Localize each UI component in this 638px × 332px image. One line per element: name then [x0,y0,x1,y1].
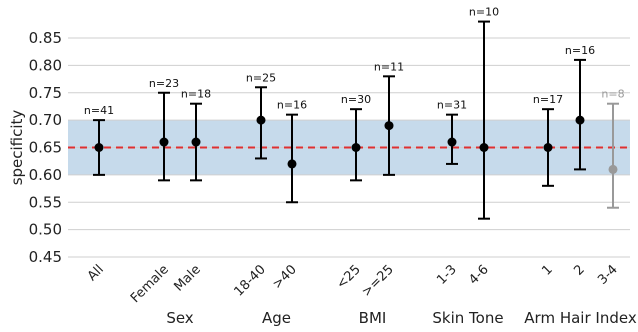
y-tick-label: 0.50 [29,221,62,239]
data-point [447,137,457,147]
x-category-label: 3-4 [595,262,621,288]
error-bar-point-1: n=17 [533,93,563,187]
error-bar-marks: n=41 n=23n=18 n=25 n=16 n=30 n=11 n=31 n=10 n=17… [84,6,625,220]
n-label: n=16 [277,99,307,112]
data-point [543,143,553,152]
data-point [351,143,361,152]
x-category-label: 4-6 [466,262,492,288]
error-bar-point-18-40: n=25 [246,71,276,160]
n-label: n=11 [374,60,404,73]
x-group-label: Sex [166,309,193,327]
n-label: n=41 [84,104,114,117]
y-tick-label: 0.80 [29,56,62,74]
x-category-label: 1-3 [434,262,460,288]
x-category-label: 2 [571,262,587,278]
y-tick-label: 0.70 [29,111,62,129]
x-category-label: All [85,262,107,284]
x-category-label: >40 [270,262,300,292]
data-point [159,137,169,147]
x-axis-category-labels: All Female Male 18-40 >40 <25>=25 1-3 4-6 1 2 3-4 [85,262,621,306]
n-label: n=30 [341,93,371,106]
n-label: n=10 [469,6,499,19]
y-axis-label: specificity [8,110,26,186]
error-bar-point->=25: n=11 [374,60,404,176]
data-point [608,164,618,174]
n-label: n=8 [601,88,624,101]
n-label: n=31 [437,99,467,112]
n-label: n=23 [149,77,179,90]
y-tick-label: 0.60 [29,166,62,184]
y-tick-label: 0.45 [29,248,62,266]
gridlines [68,37,630,258]
x-category-label: 18-40 [232,262,269,299]
error-bar-point->40: n=16 [277,99,307,204]
y-tick-label: 0.75 [29,84,62,102]
n-label: n=18 [181,88,211,101]
x-axis-group-labels: Sex Age BMI Skin Tone Arm Hair Index [166,309,637,327]
error-bar-point-2: n=16 [565,44,595,171]
error-bar-point-1-3: n=31 [437,99,467,165]
data-point [384,121,394,131]
y-tick-label: 0.65 [29,139,62,157]
x-group-label: BMI [359,309,387,327]
error-bar-point-Male: n=18 [181,88,211,182]
n-label: n=25 [246,71,276,84]
error-bar-point-4-6: n=10 [469,6,499,220]
x-group-label: Arm Hair Index [524,309,637,327]
x-category-label: Male [171,262,203,294]
data-point [479,143,489,152]
y-tick-label: 0.85 [29,29,62,47]
error-bar-point-All: n=41 [84,104,114,176]
y-tick-label: 0.55 [29,193,62,211]
x-group-label: Age [262,309,291,327]
x-category-label: >=25 [359,262,397,300]
n-label: n=17 [533,93,563,106]
y-axis-ticks: 0.45 0.50 0.55 0.60 0.65 0.70 0.75 0.80 0.85 [29,29,62,266]
data-point [287,159,297,169]
x-category-label: Female [128,262,172,306]
error-bar-point-Female: n=23 [149,77,179,182]
n-label: n=16 [565,44,595,57]
data-point [256,115,266,125]
x-category-label: 1 [539,262,555,278]
error-bar-point-3-4: n=8 [601,88,625,209]
data-point [575,115,585,125]
data-point [94,143,104,152]
x-group-label: Skin Tone [432,309,503,327]
data-point [191,137,201,147]
error-bar-point-<25: n=30 [341,93,371,182]
